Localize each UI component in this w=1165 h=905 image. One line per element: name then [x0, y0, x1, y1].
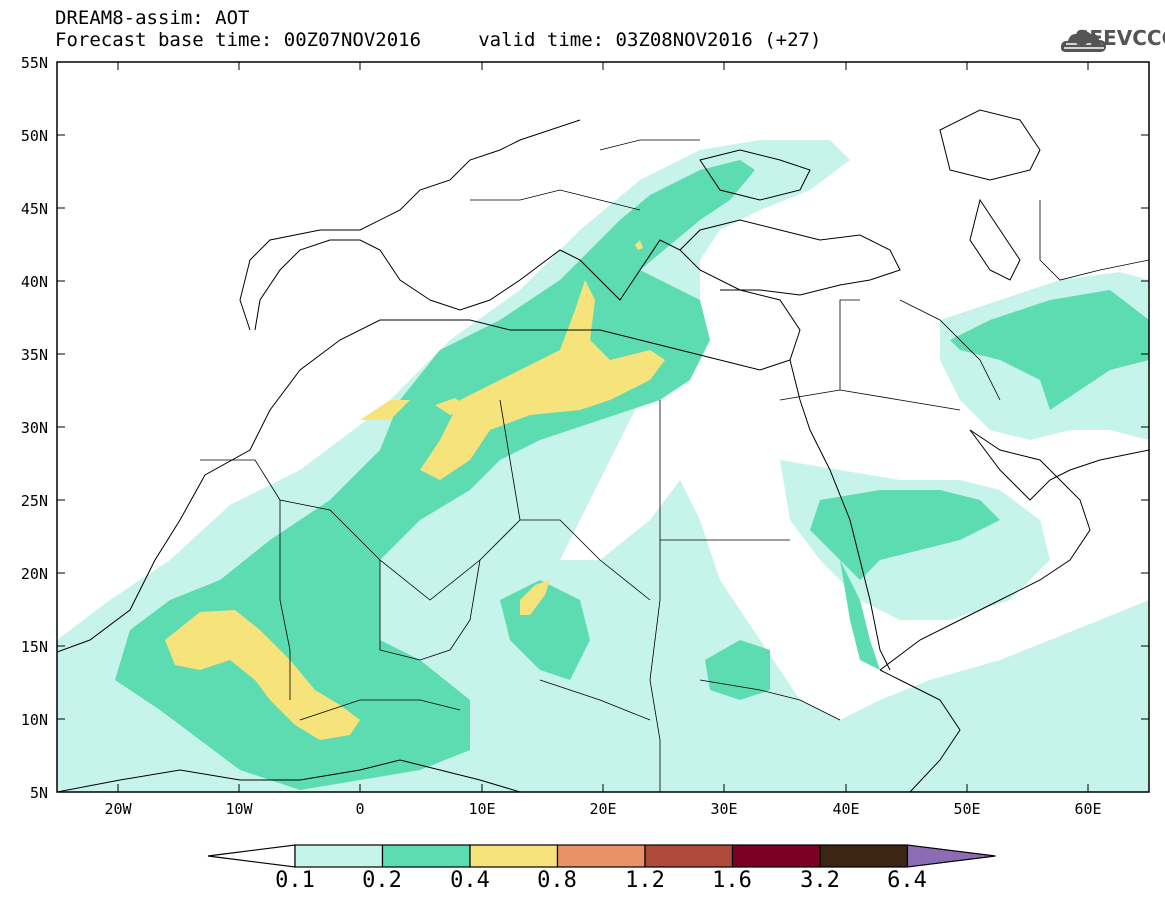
colorbar-label: 0.4: [450, 868, 490, 893]
lat-label: 20N: [20, 565, 48, 583]
lon-label: 60E: [1074, 800, 1102, 818]
lat-label: 5N: [29, 784, 48, 802]
aot-contours: [57, 140, 1149, 792]
lat-label: 35N: [20, 346, 48, 364]
lon-label: 30E: [710, 800, 738, 818]
lon-label: 10W: [225, 800, 253, 818]
colorbar-label: 0.1: [275, 868, 315, 893]
colorbar-label: 1.6: [712, 868, 752, 893]
lon-label: 20W: [104, 800, 132, 818]
colorbar-label: 0.2: [362, 868, 402, 893]
lon-label: 20E: [589, 800, 617, 818]
lat-label: 40N: [20, 273, 48, 291]
colorbar-label: 0.8: [537, 868, 577, 893]
colorbar-label: 6.4: [887, 868, 927, 893]
axis-ticks: [57, 61, 1149, 793]
map-title: DREAM8-assim: AOT: [55, 7, 250, 29]
lat-label: 55N: [20, 54, 48, 72]
lat-label: 25N: [20, 492, 48, 510]
forecast-time-line: Forecast base time: 00Z07NOV2016 valid t…: [55, 29, 822, 51]
colorbar-label: 1.2: [625, 868, 665, 893]
borders: [200, 139, 1149, 792]
cloud-logo-icon: [1060, 31, 1106, 52]
lon-label: 40E: [832, 800, 860, 818]
aot-band-0-4: [165, 240, 665, 740]
lon-label: 50E: [953, 800, 981, 818]
lat-label: 30N: [20, 419, 48, 437]
lat-label: 50N: [20, 127, 48, 145]
colorbar-label: 3.2: [800, 868, 840, 893]
logo-text: SEEVCCC: [1075, 26, 1165, 50]
lat-label: 10N: [20, 711, 48, 729]
coastlines: [57, 109, 1149, 792]
lat-label: 15N: [20, 638, 48, 656]
lat-label: 45N: [20, 200, 48, 218]
lon-label: 10E: [468, 800, 496, 818]
lon-label: 0: [355, 800, 365, 818]
